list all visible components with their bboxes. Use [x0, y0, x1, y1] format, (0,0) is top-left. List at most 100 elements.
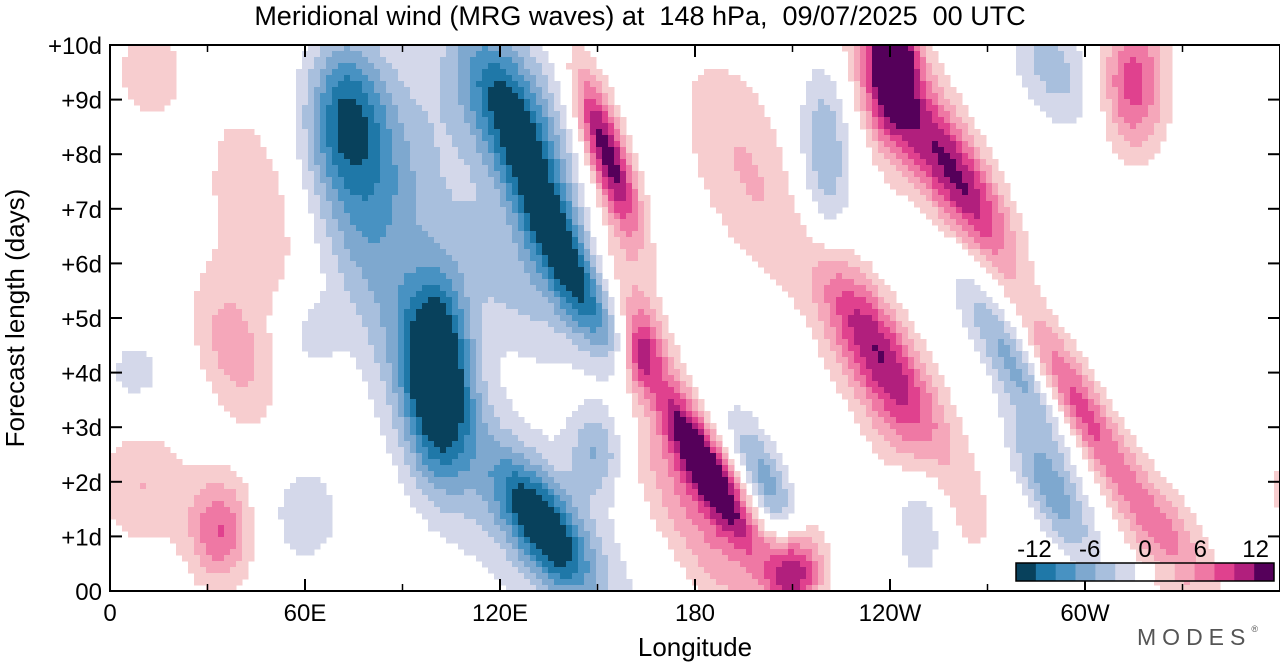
heatmap-cell — [626, 327, 633, 334]
heatmap-cell — [980, 189, 987, 196]
heatmap-cell — [812, 279, 831, 286]
heatmap-cell — [206, 483, 225, 490]
colorbar-swatch — [1154, 563, 1176, 581]
heatmap-cell — [590, 237, 597, 244]
heatmap-cell — [1094, 471, 1101, 478]
heatmap-cell — [1100, 69, 1107, 76]
heatmap-cell — [500, 441, 525, 448]
heatmap-cell — [1106, 63, 1119, 70]
heatmap-cell — [602, 303, 609, 310]
heatmap-cell — [392, 411, 399, 418]
heatmap-cell — [668, 357, 675, 364]
heatmap-cell — [1076, 489, 1083, 496]
heatmap-cell — [380, 309, 399, 316]
heatmap-cell — [110, 477, 243, 484]
heatmap-cell — [800, 129, 813, 136]
heatmap-cell — [824, 579, 831, 586]
heatmap-cell — [662, 375, 675, 382]
heatmap-cell — [1136, 549, 1149, 556]
heatmap-cell — [1004, 423, 1017, 430]
heatmap-cell — [290, 483, 327, 490]
heatmap-cell — [758, 477, 777, 484]
heatmap-cell — [506, 183, 513, 190]
heatmap-cell — [458, 45, 483, 52]
heatmap-cell — [1160, 105, 1173, 112]
heatmap-cell — [632, 171, 639, 178]
heatmap-cell — [626, 153, 633, 160]
heatmap-cell — [614, 117, 621, 124]
heatmap-cell — [512, 525, 519, 532]
heatmap-cell — [380, 321, 399, 328]
heatmap-cell — [122, 69, 177, 76]
heatmap-cell — [716, 525, 723, 532]
heatmap-cell — [458, 267, 525, 274]
heatmap-cell — [1100, 423, 1107, 430]
heatmap-cell — [128, 87, 177, 94]
heatmap-cell — [566, 165, 573, 172]
heatmap-cell — [1118, 423, 1125, 430]
heatmap-cell — [986, 177, 993, 184]
heatmap-cell — [866, 117, 873, 124]
heatmap-cell — [314, 105, 321, 112]
heatmap-cell — [1160, 93, 1173, 100]
heatmap-cell — [200, 537, 237, 544]
heatmap-cell — [872, 405, 885, 412]
heatmap-cell — [440, 267, 459, 274]
heatmap-cell — [614, 111, 621, 118]
heatmap-cell — [488, 471, 513, 478]
heatmap-cell — [986, 183, 993, 190]
heatmap-cell — [794, 303, 819, 310]
heatmap-cell — [1136, 537, 1155, 544]
heatmap-cell — [584, 549, 597, 556]
heatmap-cell — [926, 195, 933, 202]
heatmap-cell — [518, 549, 525, 556]
heatmap-cell — [404, 417, 411, 424]
heatmap-cell — [614, 141, 621, 148]
heatmap-cell — [410, 387, 465, 394]
heatmap-cell — [548, 483, 561, 490]
heatmap-cell — [416, 309, 447, 316]
heatmap-cell — [530, 237, 537, 244]
heatmap-cell — [572, 513, 579, 520]
heatmap-cell — [386, 231, 429, 238]
heatmap-cell — [818, 549, 831, 556]
heatmap-cell — [512, 513, 519, 520]
heatmap-cell — [458, 153, 483, 160]
heatmap-cell — [380, 69, 399, 76]
heatmap-cell — [590, 243, 597, 250]
heatmap-cell — [710, 447, 717, 454]
heatmap-cell — [572, 153, 579, 160]
heatmap-cell — [404, 363, 411, 370]
heatmap-cell — [578, 105, 585, 112]
heatmap-cell — [1058, 45, 1077, 52]
heatmap-cell — [422, 441, 435, 448]
heatmap-cell — [530, 213, 567, 220]
heatmap-cell — [698, 75, 741, 82]
heatmap-cell — [926, 381, 933, 388]
heatmap-cell — [302, 63, 315, 70]
heatmap-cell — [536, 75, 549, 82]
heatmap-cell — [386, 447, 405, 454]
heatmap-cell — [308, 189, 315, 196]
heatmap-cell — [212, 387, 273, 394]
heatmap-cell — [650, 327, 657, 334]
heatmap-cell — [902, 351, 909, 358]
heatmap-cell — [206, 567, 231, 574]
heatmap-cell — [476, 435, 495, 442]
heatmap-cell — [308, 141, 315, 148]
heatmap-cell — [740, 453, 747, 460]
heatmap-cell — [830, 309, 837, 316]
heatmap-cell — [890, 315, 897, 322]
heatmap-cell — [1070, 63, 1083, 70]
heatmap-cell — [764, 447, 777, 454]
heatmap-cell — [302, 321, 363, 328]
heatmap-cell — [458, 339, 465, 346]
heatmap-cell — [494, 111, 531, 118]
heatmap-cell — [1124, 435, 1137, 442]
heatmap-cell — [638, 357, 651, 364]
heatmap-cell — [1070, 87, 1083, 94]
heatmap-cell — [302, 165, 309, 172]
heatmap-cell — [962, 147, 975, 154]
heatmap-cell — [422, 285, 441, 292]
heatmap-cell — [986, 189, 993, 196]
